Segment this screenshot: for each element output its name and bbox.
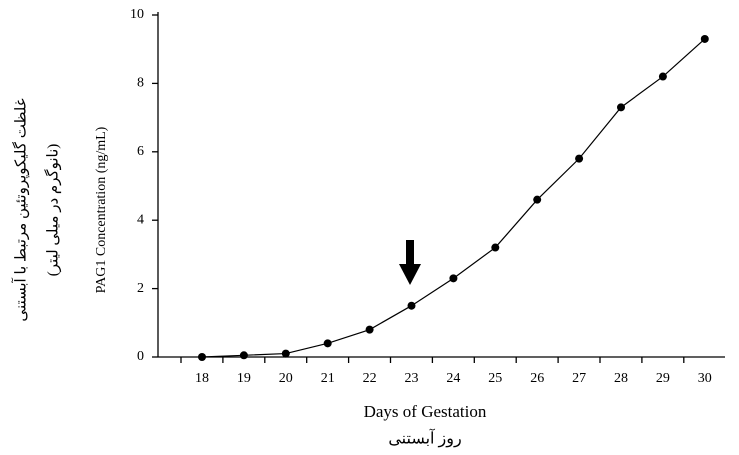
data-point (491, 243, 500, 252)
x-tick-label: 24 (446, 371, 460, 386)
data-point (198, 353, 206, 361)
data-point (575, 154, 584, 163)
y-axis-label-fa: غلظت گلیکوپروتئین مرتبط با آبستنی (11, 98, 29, 321)
x-tick-label: 28 (614, 371, 628, 386)
data-point (533, 195, 542, 204)
y-tick-label: 6 (137, 144, 144, 159)
y-tick-label: 0 (137, 349, 144, 364)
data-point (239, 351, 248, 360)
data-point (323, 339, 332, 348)
x-tick-label: 30 (698, 371, 712, 386)
data-point (700, 34, 709, 43)
x-tick-label: 25 (488, 371, 502, 386)
arrow (399, 240, 421, 285)
y-axis-label: PAG1 Concentration (ng/mL) (94, 126, 109, 293)
x-tick-label: 26 (530, 371, 544, 386)
x-axis-label: Days of Gestation (364, 402, 487, 421)
y-tick-label: 10 (130, 7, 144, 22)
data-point (281, 349, 290, 358)
x-tick-label: 20 (279, 371, 293, 386)
x-axis-label-fa: روز آبستنی (388, 428, 461, 448)
y-tick-label: 2 (137, 281, 144, 296)
y-tick-label: 4 (137, 212, 144, 227)
x-tick-label: 21 (321, 371, 335, 386)
x-tick-label: 27 (572, 371, 586, 386)
x-tick-label: 23 (405, 371, 419, 386)
y-tick-label: 8 (137, 76, 144, 91)
data-point (365, 325, 374, 334)
data-point (407, 301, 416, 310)
data-point (449, 274, 458, 283)
x-tick-label: 18 (195, 371, 209, 386)
x-tick-label: 22 (363, 371, 377, 386)
data-line (201, 38, 706, 358)
x-tick-label: 29 (656, 371, 670, 386)
data-point (617, 103, 625, 112)
x-tick-label: 19 (237, 371, 251, 386)
y-axis-label-fa: (نانوگرم در میلی لیتر) (43, 144, 61, 276)
data-point (658, 72, 667, 81)
